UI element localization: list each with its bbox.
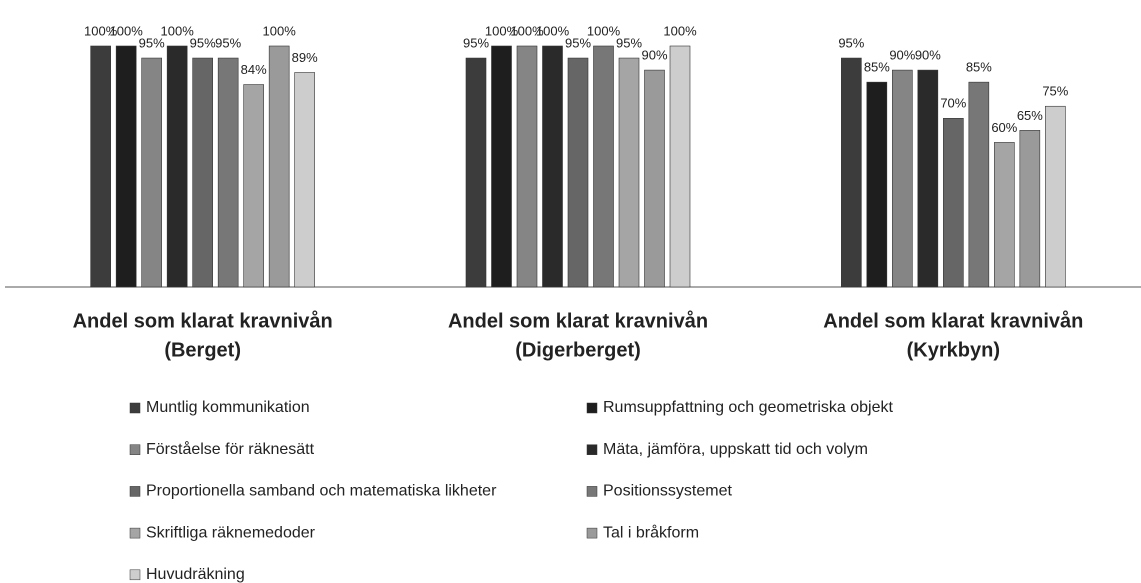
bar <box>465 57 487 288</box>
bar <box>943 118 964 288</box>
bar <box>217 57 239 288</box>
bar <box>166 45 188 288</box>
legend-label: Tal i bråkform <box>603 523 699 541</box>
bar <box>892 69 913 288</box>
value-label: 90% <box>889 48 915 63</box>
bar <box>294 72 315 288</box>
value-label: 95% <box>190 35 216 50</box>
category-label: Andel som klarat kravnivån <box>73 309 333 332</box>
legend-label: Positionssystemet <box>603 483 732 500</box>
value-label: 100% <box>587 23 621 38</box>
bar <box>644 69 665 288</box>
legend-swatch <box>129 527 141 539</box>
bar <box>866 81 888 288</box>
bar <box>90 45 111 288</box>
value-label: 95% <box>463 35 489 50</box>
category-label: Andel som klarat kravnivån <box>823 309 1083 332</box>
value-label: 90% <box>641 48 667 63</box>
legend-label: Mäta, jämföra, uppskatt tid och volym <box>603 441 868 458</box>
value-label: 75% <box>1042 84 1068 99</box>
category-label: Andel som klarat kravnivån <box>448 309 708 332</box>
value-label: 89% <box>292 50 318 65</box>
bar <box>841 57 862 288</box>
bar <box>516 45 538 288</box>
legend-label: Huvudräkning <box>146 566 245 583</box>
value-label: 95% <box>838 35 864 50</box>
legend-label: Proportionella samband och matematiska l… <box>146 483 497 500</box>
bar <box>141 57 162 288</box>
value-label: 100% <box>161 23 195 38</box>
legend-label: Förståelse för räknesätt <box>146 440 315 458</box>
category-label: (Digerberget) <box>515 339 641 361</box>
legend-swatch <box>586 527 598 539</box>
category-label: (Berget) <box>164 339 241 361</box>
bar <box>917 69 939 288</box>
bar <box>243 84 264 288</box>
value-label: 85% <box>864 60 890 75</box>
bar <box>115 45 137 288</box>
bar <box>618 57 640 288</box>
value-label: 90% <box>915 48 941 63</box>
value-label: 100% <box>84 23 118 38</box>
value-label: 100% <box>263 23 297 38</box>
bar <box>542 45 563 288</box>
bar <box>567 57 589 288</box>
legend-swatch <box>586 444 598 455</box>
legend-swatch <box>129 569 141 581</box>
value-label: 60% <box>991 120 1017 135</box>
value-label: 95% <box>616 35 642 50</box>
value-label: 70% <box>940 96 966 111</box>
legend-label: Muntlig kommunikation <box>146 399 310 416</box>
value-label: 84% <box>241 62 267 77</box>
legend-swatch <box>129 486 141 497</box>
bar <box>1045 105 1066 288</box>
value-label: 85% <box>966 60 992 75</box>
value-label: 100% <box>536 23 570 38</box>
value-label: 65% <box>1017 108 1043 123</box>
legend-swatch <box>129 444 141 455</box>
legend-swatch <box>129 402 141 414</box>
bar <box>593 45 614 288</box>
category-label: (Kyrkbyn) <box>907 339 1000 361</box>
bar <box>669 45 691 288</box>
value-label: 100% <box>510 23 544 38</box>
bar <box>192 57 213 288</box>
bar <box>968 81 990 288</box>
legend-label: Rumsuppfattning och geometriska objekt <box>603 399 893 416</box>
legend-swatch <box>586 486 598 497</box>
value-label: 95% <box>565 35 591 50</box>
value-label: 100% <box>110 23 144 38</box>
bar <box>491 45 512 288</box>
legend-swatch <box>586 402 598 414</box>
bar <box>268 45 290 288</box>
value-label: 95% <box>139 35 165 50</box>
bar <box>1019 130 1041 288</box>
bar <box>994 142 1015 288</box>
legend-label: Skriftliga räknemedoder <box>146 524 316 541</box>
value-label: 100% <box>663 23 697 38</box>
value-label: 100% <box>485 23 519 38</box>
value-label: 95% <box>215 35 241 50</box>
